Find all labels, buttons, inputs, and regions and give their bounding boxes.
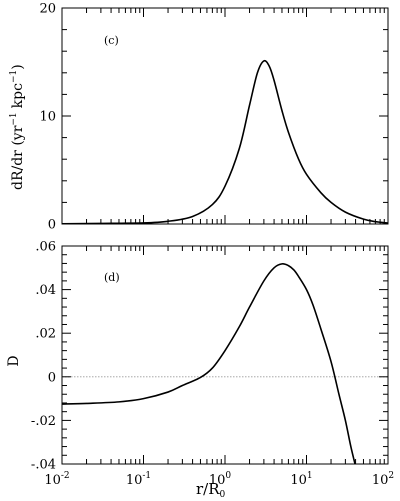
panel-c-ytick-labels: 0 10 20 bbox=[39, 2, 56, 233]
panel-c-curve bbox=[62, 59, 388, 224]
y-tick-label: 10 bbox=[39, 110, 56, 125]
y-tick-label: .06 bbox=[35, 240, 56, 255]
x-tick-label: 102 bbox=[372, 471, 394, 488]
y-tick-label: .04 bbox=[35, 283, 56, 298]
panel-d-label: (d) bbox=[104, 271, 120, 284]
y-tick-label: 0 bbox=[48, 218, 56, 233]
panel-c-label: (c) bbox=[104, 34, 119, 47]
panel-d-curve bbox=[62, 263, 356, 464]
panel-d-y-axis-label: D bbox=[6, 355, 22, 366]
panel-d-ticks bbox=[61, 245, 389, 465]
x-tick-label: 10-1 bbox=[126, 471, 151, 488]
y-tick-label: -.04 bbox=[31, 458, 56, 473]
x-tick-label: 100 bbox=[209, 471, 232, 488]
panel-d-ytick-labels: -.04 -.02 0 .02 .04 .06 bbox=[31, 240, 56, 473]
x-tick-label: 10-2 bbox=[44, 471, 69, 488]
panel-d-xtick-labels: 10-2 10-1 100 101 102 bbox=[44, 471, 394, 488]
x-axis-label: r/R0 bbox=[196, 480, 226, 500]
x-tick-label: 101 bbox=[290, 471, 312, 488]
panel-c-ticks bbox=[61, 7, 389, 225]
y-tick-label: -.02 bbox=[31, 414, 56, 429]
panel-d: -.04 -.02 0 .02 .04 .06 10-2 10-1 100 101 102 (d)… bbox=[6, 240, 394, 501]
panel-c-y-axis-label: dR/dr (yr−1kpc−1) bbox=[9, 64, 26, 190]
y-tick-label: .02 bbox=[35, 327, 56, 342]
y-tick-label: 0 bbox=[48, 370, 56, 385]
y-tick-label: 20 bbox=[39, 2, 56, 17]
panel-c: 0 10 20 (c) dR/dr (yr−1kpc−1) bbox=[9, 2, 389, 233]
